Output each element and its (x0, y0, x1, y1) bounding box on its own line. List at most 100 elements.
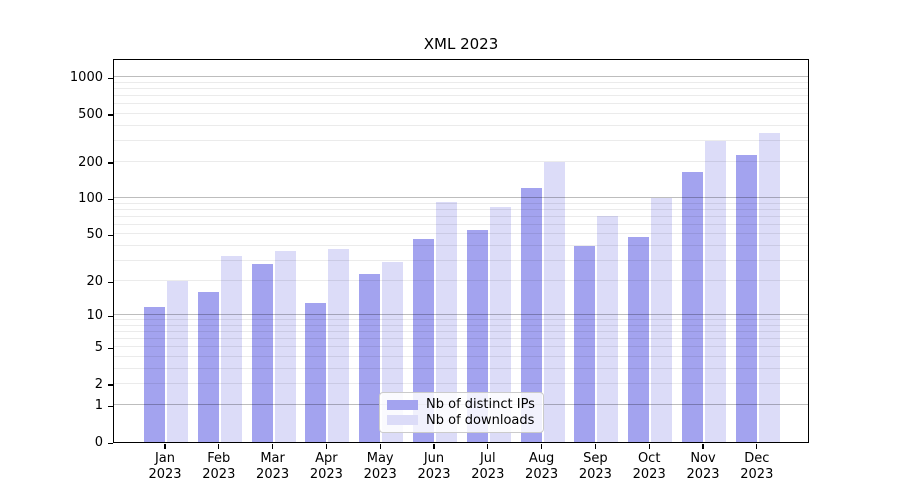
x-tick-label: Nov 2023 (686, 451, 720, 482)
bar-series1-dec (758, 132, 780, 442)
gridline-minor (114, 103, 808, 105)
x-tick-mark (272, 444, 274, 449)
gridline-minor (114, 161, 808, 162)
plot-area (113, 59, 809, 443)
gridline-minor (114, 124, 808, 126)
gridline-minor (114, 112, 808, 114)
legend-label-distinct-ips: Nb of distinct IPs (426, 397, 535, 413)
legend-item-distinct-ips: Nb of distinct IPs (387, 397, 535, 413)
x-tick-label: Jan 2023 (148, 451, 182, 482)
gridline-minor (114, 139, 808, 141)
chart-title: XML 2023 (423, 35, 499, 53)
bar-series1-feb (220, 255, 242, 442)
y-tick-mark (108, 281, 113, 284)
bar-series1-jan (167, 281, 188, 442)
x-tick-label: Feb 2023 (202, 451, 236, 482)
legend-item-downloads: Nb of downloads (387, 413, 535, 429)
x-tick-label: Mar 2023 (256, 451, 290, 482)
y-tick-label: 1000 (69, 70, 103, 86)
gridline-minor (114, 325, 808, 326)
bar-series0-aug (520, 187, 542, 442)
x-tick-label: Oct 2023 (632, 451, 666, 482)
bar-series0-jan (144, 306, 165, 442)
gridline-minor (114, 346, 808, 348)
gridline-minor (114, 319, 808, 321)
y-tick-mark (108, 405, 113, 408)
gridline-major (114, 197, 808, 199)
legend: Nb of distinct IPs Nb of downloads (379, 392, 544, 433)
gridline-minor (114, 202, 808, 204)
x-tick-label: Jun 2023 (417, 451, 451, 482)
gridline-minor (114, 224, 808, 225)
y-tick-mark (108, 347, 113, 350)
gridline-minor (114, 259, 808, 261)
y-tick-label: 2 (94, 376, 103, 392)
gridline-minor (114, 356, 808, 357)
bar-series0-dec (735, 155, 757, 442)
bar-series0-nov (682, 172, 703, 442)
y-tick-mark (108, 198, 113, 201)
bar-series0-sep (574, 245, 596, 442)
x-tick-mark (702, 444, 704, 449)
bar-series1-aug (543, 162, 565, 442)
x-tick-mark (541, 444, 543, 449)
gridline-major (114, 314, 808, 316)
bar-series1-nov (705, 140, 726, 442)
gridline-minor (114, 367, 808, 369)
y-tick-label: 5 (94, 340, 103, 356)
x-tick-mark (325, 444, 328, 449)
y-tick-label: 10 (86, 308, 103, 324)
gridline-minor (114, 81, 808, 83)
x-tick-mark (487, 444, 489, 449)
x-tick-label: Aug 2023 (525, 451, 559, 482)
bar-series1-mar (274, 251, 296, 442)
y-tick-mark (108, 162, 113, 164)
bar-series1-oct (651, 198, 673, 442)
gridline-minor (114, 233, 808, 235)
bar-series1-jul (489, 206, 511, 442)
gridline-minor (114, 338, 808, 340)
gridline-minor (114, 95, 808, 96)
gridline-minor (114, 215, 808, 217)
gridline-minor (114, 88, 808, 89)
y-tick-label: 50 (86, 227, 103, 243)
bar-series1-jun (436, 202, 457, 442)
bar-series0-oct (628, 236, 650, 442)
bar-series0-mar (251, 264, 273, 442)
x-tick-mark (756, 444, 758, 449)
x-tick-label: Sep 2023 (578, 451, 612, 482)
gridline-major (114, 76, 808, 78)
x-tick-label: May 2023 (363, 451, 397, 482)
x-tick-mark (218, 444, 220, 449)
bar-series1-apr (328, 248, 350, 442)
y-tick-mark (108, 442, 113, 444)
gridline-minor (114, 244, 808, 246)
x-tick-mark (379, 444, 381, 449)
bar-series1-sep (597, 215, 619, 442)
legend-label-downloads: Nb of downloads (426, 412, 535, 428)
y-tick-mark (108, 77, 113, 80)
x-tick-mark (164, 444, 166, 449)
y-tick-label: 500 (78, 106, 103, 122)
y-tick-label: 20 (86, 274, 103, 290)
bar-series0-jul (466, 229, 488, 442)
x-tick-mark (648, 444, 650, 449)
gridline-minor (114, 209, 808, 210)
y-tick-label: 0 (94, 435, 103, 450)
y-tick-mark (108, 315, 113, 318)
bar-series0-apr (305, 302, 327, 442)
gridline-minor (114, 383, 808, 384)
legend-swatch-distinct-ips (387, 399, 418, 410)
gridline-minor (114, 280, 808, 282)
x-tick-mark (433, 444, 435, 449)
x-tick-label: Jul 2023 (471, 451, 505, 482)
y-tick-label: 100 (78, 191, 103, 207)
y-tick-mark (108, 384, 113, 386)
bar-series0-feb (197, 292, 219, 442)
gridline-minor (114, 331, 808, 333)
y-tick-mark (108, 234, 113, 237)
y-tick-mark (108, 114, 113, 116)
x-tick-label: Dec 2023 (740, 451, 774, 482)
x-tick-label: Apr 2023 (309, 451, 343, 482)
